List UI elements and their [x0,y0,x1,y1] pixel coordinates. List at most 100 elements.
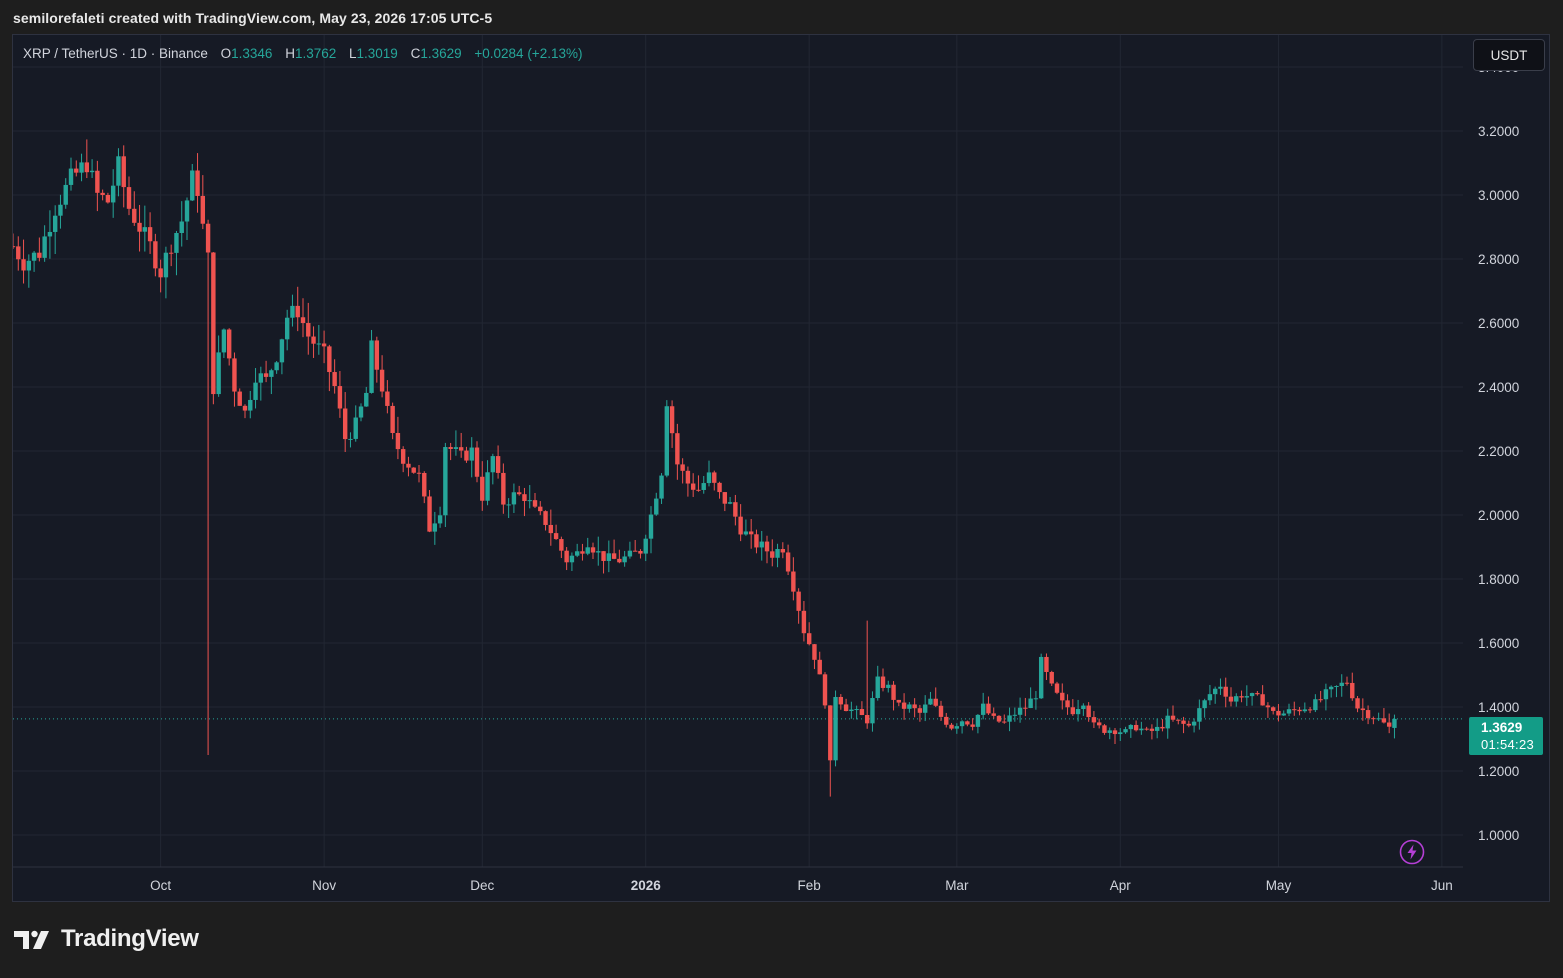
candle-body [1286,709,1292,714]
candle-body [1081,705,1086,710]
candle-body [163,252,169,278]
candle-body [1065,700,1070,708]
candle-body [1292,709,1297,711]
candle-body [627,550,633,557]
chart-panel[interactable]: 1.0000 1.2000 1.4000 1.6000 1.8000 2.0000 2.20… [12,34,1550,902]
candle-body [1181,720,1186,724]
candle-body [358,406,364,418]
candle-body [1223,686,1228,697]
candle-body [770,551,775,558]
candle-body [1012,714,1018,716]
x-tick-label: 2026 [631,878,662,893]
change-value: +0.0284 (+2.13%) [474,46,583,61]
candle-body [1144,728,1149,730]
candle-body [379,369,385,392]
candle-body [269,370,274,377]
candle-body [1218,686,1223,689]
candle-body [237,391,242,406]
price-chart[interactable]: 1.0000 1.2000 1.4000 1.6000 1.8000 2.0000 2.20… [13,35,1549,901]
candle-body [306,323,311,337]
symbol-name[interactable]: XRP / TetherUS · 1D · Binance [23,46,208,61]
candle-body [84,162,90,173]
tradingview-logo[interactable]: TradingView [14,925,199,953]
time-axis: Oct Nov Dec 2026 Feb Mar Apr May Jun [13,866,1463,893]
candle-body [1054,683,1060,693]
candle-body [1112,730,1118,735]
y-tick-label: 3.0000 [1478,188,1519,203]
candle-body [1154,726,1160,731]
candle-body [1038,656,1044,699]
candle-body [147,227,153,242]
candle-body [812,644,817,660]
candle-body [364,392,369,407]
candle-body [443,447,448,516]
candle-body [400,449,406,464]
candle-body [190,170,195,201]
candle-body [448,447,453,449]
candle-body [279,339,285,363]
candle-body [263,373,269,377]
candle-body [168,252,174,254]
candle-body [232,358,237,392]
candle-body [986,703,991,714]
y-tick-label: 1.2000 [1478,764,1519,779]
candle-body [1176,719,1181,721]
candle-body [422,472,427,497]
candle-body [791,571,796,592]
candle-body [1302,709,1308,712]
candle-body [495,456,501,473]
candle-body [764,541,770,552]
candle-body [1371,718,1376,720]
candle-body [179,221,184,233]
candle-body [1165,715,1170,729]
currency-button[interactable]: USDT [1473,39,1545,71]
candle-body [611,553,617,559]
candle-body [596,551,601,553]
candle-body [585,547,590,554]
candle-body [970,724,975,727]
candle-body [944,716,949,725]
candle-body [126,187,132,209]
candle-body [1249,693,1255,697]
candle-body [806,633,812,645]
candle-body [574,551,580,556]
candle-body [490,456,496,473]
candle-body [780,548,786,553]
candle-body [427,496,432,532]
candle-body [1091,717,1097,723]
candle-body [480,476,485,501]
candle-body [1244,696,1250,698]
candle-body [474,447,480,477]
candle-body [1228,696,1234,702]
candle-body [501,472,506,505]
candle-body [137,222,142,232]
candle-body [516,492,522,495]
y-tick-label: 1.6000 [1478,636,1519,651]
lightning-bolt-icon[interactable] [1399,839,1425,865]
y-tick-label: 2.0000 [1478,508,1519,523]
candle-body [696,489,701,491]
candle-body [659,475,664,499]
x-tick-label: Jun [1431,878,1453,893]
candle-body [58,204,63,216]
candle-body [1376,718,1381,720]
candle-body [675,433,680,465]
candle-body [226,329,232,359]
candle-body [738,516,743,535]
candle-body [801,610,807,634]
candle-body [390,405,395,433]
candle-body [1365,710,1371,719]
candle-body [1044,656,1049,672]
candle-body [248,399,253,411]
candle-body [912,704,917,709]
candle-body [195,170,200,196]
candle-body [991,713,996,716]
candle-body [1096,722,1102,726]
y-tick-label: 3.2000 [1478,124,1519,139]
candle-body [184,200,190,222]
candle-body [374,340,380,370]
close-label: C [410,46,421,61]
x-tick-label: Nov [312,878,336,893]
candle-body [538,506,543,512]
candle-body [1149,728,1155,731]
